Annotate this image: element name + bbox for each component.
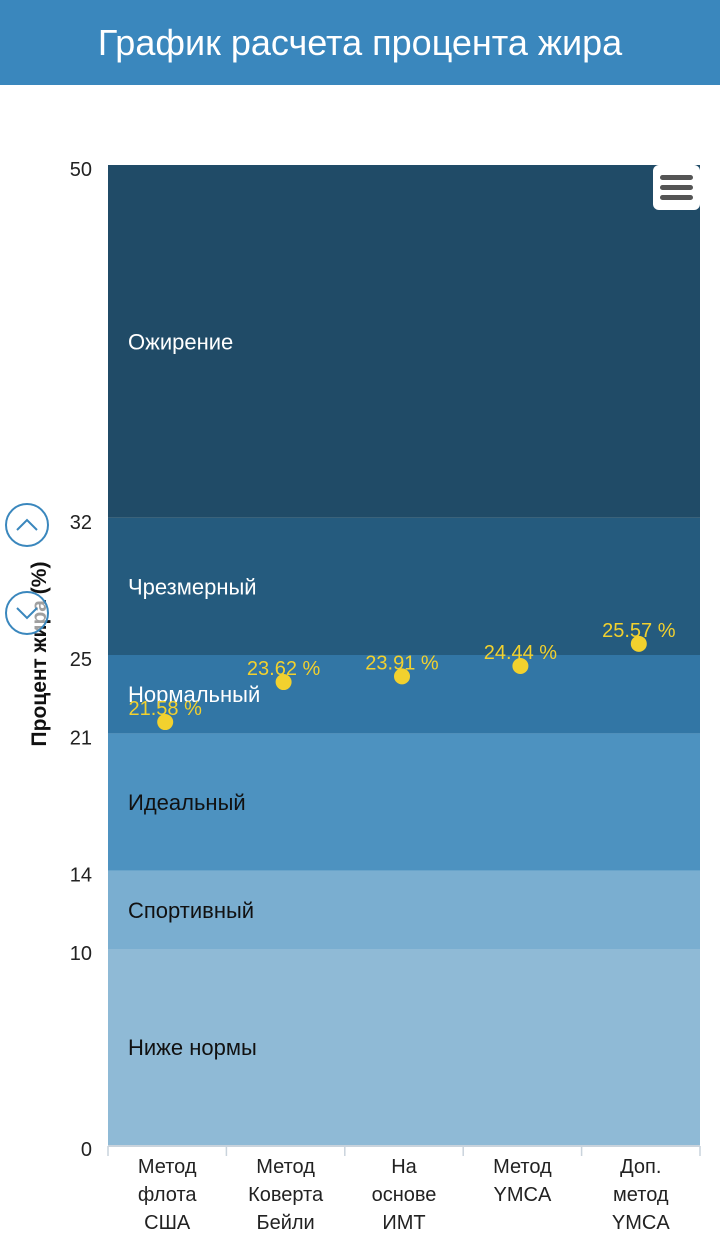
data-label: 23.91 % — [365, 652, 439, 674]
band-1 — [108, 870, 700, 949]
band-2 — [108, 733, 700, 871]
data-point — [157, 714, 174, 731]
x-tick-label: Метод Коверта Бейли — [248, 1156, 324, 1234]
band-label: Чрезмерный — [128, 574, 257, 599]
hamburger-menu-icon — [660, 175, 693, 180]
scroll-down-button[interactable] — [5, 591, 49, 635]
data-label: 21.58 % — [129, 698, 203, 720]
y-tick-label: 50 — [70, 159, 92, 181]
band-3 — [108, 655, 700, 734]
data-point — [275, 674, 292, 691]
chart-menu-button[interactable] — [653, 165, 700, 210]
band-label: Нормальный — [128, 682, 260, 707]
y-tick-label: 14 — [70, 865, 92, 887]
data-point — [394, 668, 410, 685]
band-5 — [108, 165, 700, 518]
x-tick-label: Метод YMCA — [493, 1156, 552, 1206]
x-tick-label: Доп. метод YMCA — [612, 1156, 670, 1234]
y-tick-label: 10 — [70, 943, 92, 965]
y-axis-label: Процент жира (%) — [28, 562, 51, 747]
band-0 — [108, 949, 700, 1145]
data-point — [512, 657, 529, 674]
fat-percentage-chart: Ниже нормы Спортивный Идеальный Нормальный Ч… — [28, 159, 701, 1234]
chevron-down-icon — [16, 607, 38, 620]
x-tick-label: На основе ИМТ — [372, 1156, 437, 1234]
y-tick-label: 32 — [70, 512, 92, 534]
band-label: Ниже нормы — [128, 1035, 257, 1060]
data-point — [630, 635, 647, 652]
band-label: Ожирение — [128, 329, 233, 354]
y-tick-label: 0 — [81, 1139, 92, 1161]
data-label: 23.62 % — [247, 658, 321, 680]
page-header: График расчета процента жира — [0, 0, 720, 85]
y-tick-label: 25 — [70, 649, 92, 671]
chevron-up-icon — [16, 518, 38, 531]
scroll-up-button[interactable] — [5, 503, 49, 547]
data-label: 24.44 % — [484, 642, 558, 664]
y-tick-label: 21 — [70, 727, 92, 749]
band-label: Идеальный — [128, 790, 246, 815]
x-tick-label: Метод флота США — [138, 1156, 198, 1234]
band-label: Спортивный — [128, 898, 254, 923]
page-title: График расчета процента жира — [97, 21, 623, 63]
data-label: 25.57 % — [602, 620, 676, 642]
band-4 — [108, 517, 700, 655]
